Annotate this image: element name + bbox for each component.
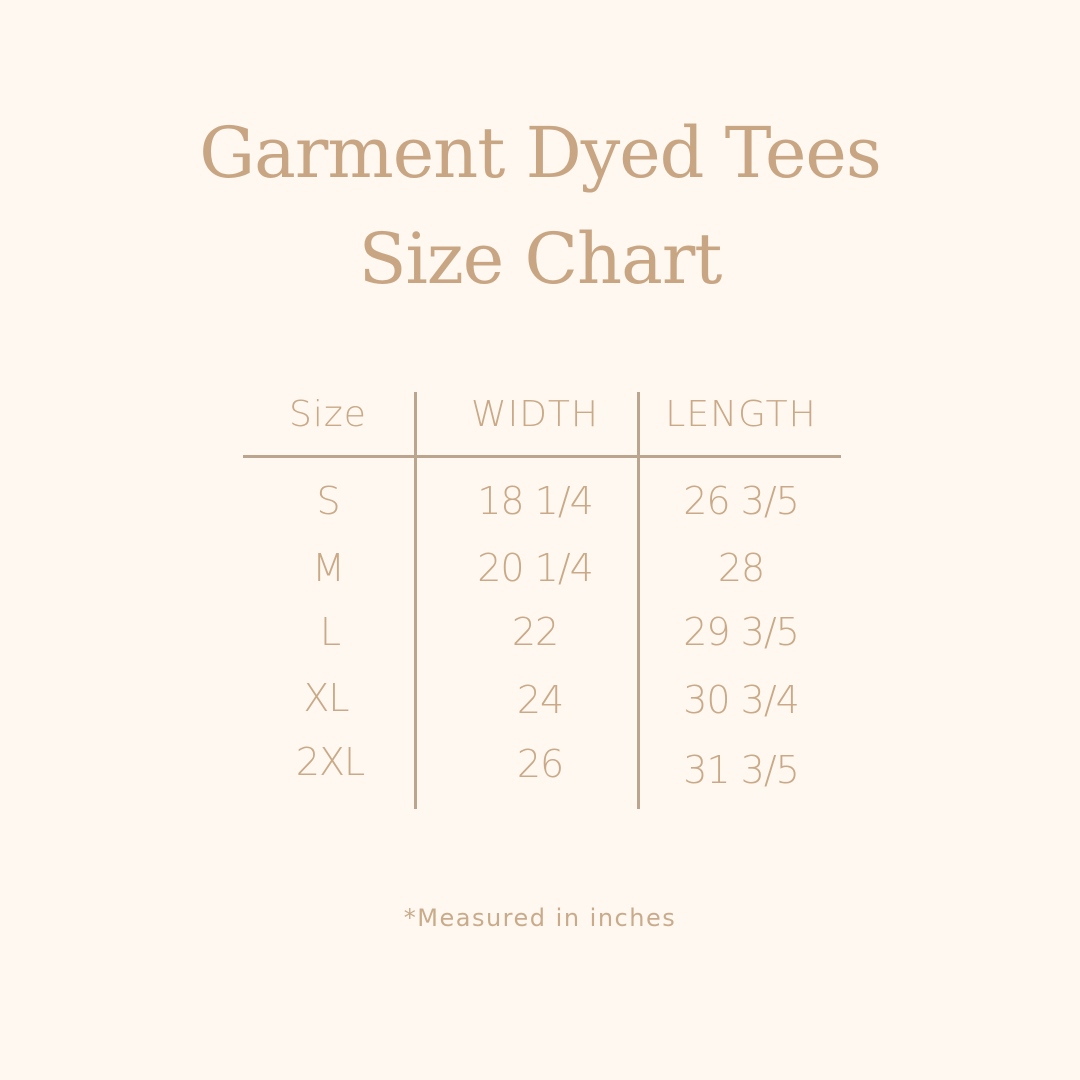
cell-length: 29 3/5 [683, 610, 800, 654]
header-size: Size [289, 394, 367, 435]
cell-length: 28 [717, 546, 765, 590]
cell-size: 2XL [295, 740, 365, 784]
cell-size: XL [303, 676, 349, 720]
column-divider-1 [414, 392, 417, 809]
cell-size: L [319, 610, 341, 654]
cell-length: 30 3/4 [683, 678, 800, 722]
title-line-2: Size Chart [358, 218, 723, 300]
header-length: LENGTH [665, 394, 817, 435]
cell-width: 24 [516, 678, 564, 722]
cell-length: 31 3/5 [683, 748, 800, 792]
header-divider [243, 455, 841, 458]
cell-length: 26 3/5 [683, 479, 800, 523]
header-width: WIDTH [471, 394, 599, 435]
column-divider-2 [637, 392, 640, 809]
cell-size: M [312, 546, 345, 590]
footnote: *Measured in inches [403, 904, 677, 932]
cell-width: 18 1/4 [477, 479, 594, 523]
cell-width: 22 [511, 610, 559, 654]
cell-width: 20 1/4 [477, 546, 594, 590]
cell-width: 26 [516, 742, 564, 786]
title-line-1: Garment Dyed Tees [199, 112, 882, 194]
cell-size: S [316, 479, 340, 523]
